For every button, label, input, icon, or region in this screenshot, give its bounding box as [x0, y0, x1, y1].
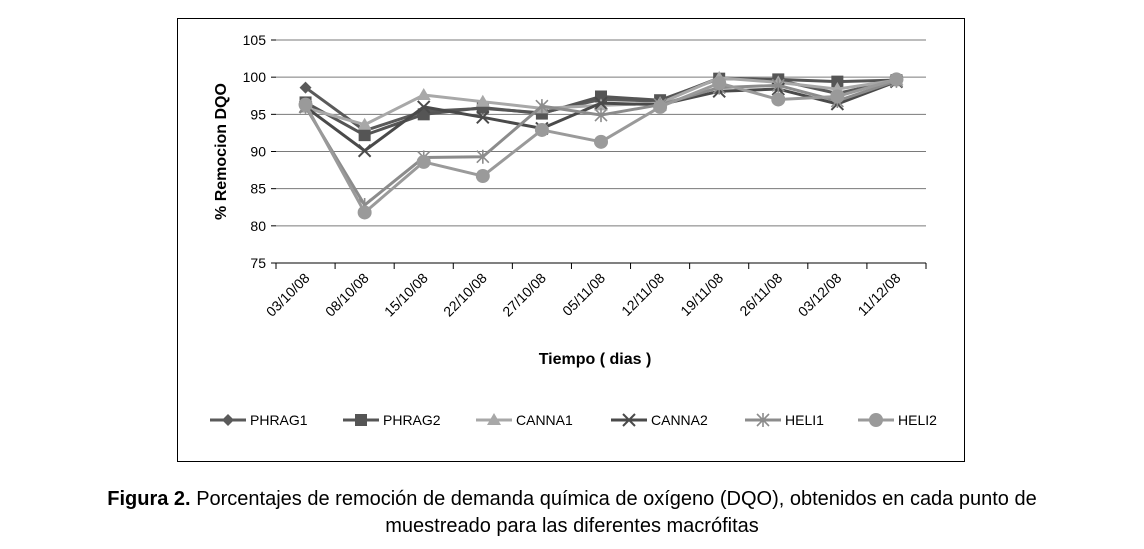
x-tick-label-12/11/08: 12/11/08: [618, 270, 667, 319]
point-heli2-0: [298, 97, 313, 112]
legend-label-phrag1: PHRAG1: [250, 412, 308, 428]
point-heli2-5: [594, 134, 608, 149]
y-axis-title: % Remocion DQO: [213, 83, 230, 220]
legend-label-phrag2: PHRAG2: [383, 412, 441, 428]
legend-label-canna1: CANNA1: [516, 412, 573, 428]
line-chart: 75 80 85 90 95 100 105 03/10/08 08/10/08 15/10/08…: [210, 32, 937, 428]
legend-label-heli1: HELI1: [785, 412, 824, 428]
point-heli2-10: [889, 72, 904, 87]
point-canna1-3: [475, 94, 490, 107]
legend-marker-phrag1: [222, 414, 234, 426]
x-axis-title: Tiempo ( dias ): [539, 351, 652, 368]
point-phrag2-2: [417, 108, 430, 121]
caption-label: Figura 2.: [107, 488, 191, 510]
x-tick-label-15/10/08: 15/10/08: [381, 270, 431, 320]
point-heli2-8: [771, 92, 786, 107]
x-tick-label-22/10/08: 22/10/08: [440, 270, 490, 320]
point-canna2-3: [476, 110, 490, 125]
legend-marker-heli1: [756, 413, 770, 427]
point-phrag2-1: [358, 129, 371, 142]
caption-text-line2: muestreado para las diferentes macrófita…: [385, 515, 759, 537]
y-tick-label-95: 95: [250, 106, 266, 122]
point-phrag1-0: [299, 81, 312, 94]
x-tick-label-03/10/08: 03/10/08: [263, 270, 313, 320]
point-heli2-6: [653, 99, 668, 114]
point-canna2-1: [357, 144, 372, 158]
point-canna1-1: [357, 117, 372, 130]
y-tick-label-105: 105: [243, 32, 267, 48]
legend-label-canna2: CANNA2: [651, 412, 708, 428]
figure-caption: Figura 2. Porcentajes de remoción de dem…: [0, 486, 1144, 540]
y-tick-label-75: 75: [250, 255, 266, 271]
point-heli1-5: [594, 108, 608, 123]
point-canna2-5: [594, 96, 608, 110]
x-tick-label-05/11/08: 05/11/08: [559, 270, 608, 319]
legend-marker-phrag2: [355, 414, 367, 426]
y-tick-label-100: 100: [243, 69, 267, 85]
legend-label-heli2: HELI2: [898, 412, 937, 428]
point-heli2-9: [830, 89, 845, 104]
legend-marker-canna2: [622, 413, 636, 427]
y-tick-label-85: 85: [250, 181, 266, 197]
x-tick-label-11/12/08: 11/12/08: [854, 270, 903, 319]
point-heli1-4: [535, 99, 549, 114]
x-tick-label-26/11/08: 26/11/08: [736, 270, 785, 319]
point-heli2-4: [534, 122, 549, 137]
x-tick-label-03/12/08: 03/12/08: [795, 270, 845, 320]
x-tick-label-27/10/08: 27/10/08: [499, 270, 549, 320]
point-heli2-3: [475, 169, 490, 184]
x-tick-label-19/11/08: 19/11/08: [677, 270, 726, 319]
point-phrag2-9: [831, 75, 844, 88]
point-heli2-1: [357, 205, 372, 220]
x-tick-label-08/10/08: 08/10/08: [322, 270, 372, 320]
caption-text-line1: Porcentajes de remoción de demanda quími…: [196, 488, 1037, 510]
y-tick-label-90: 90: [250, 144, 266, 160]
point-heli1-3: [476, 149, 490, 164]
point-canna2-2: [417, 100, 431, 114]
legend-marker-heli2: [869, 413, 883, 427]
point-canna1-2: [416, 88, 431, 101]
y-tick-label-80: 80: [250, 218, 266, 234]
point-heli1-8: [771, 78, 785, 93]
legend-marker-canna1: [487, 413, 501, 425]
point-heli2-7: [712, 76, 727, 91]
point-heli2-2: [416, 154, 431, 169]
